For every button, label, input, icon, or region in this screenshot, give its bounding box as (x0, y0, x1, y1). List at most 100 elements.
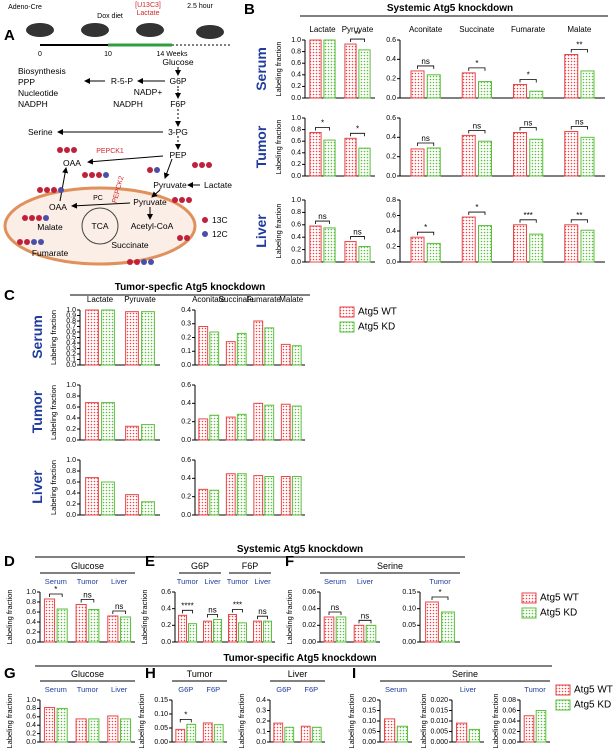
group-label: F6P (242, 561, 259, 571)
bar (175, 728, 186, 743)
bar (300, 725, 311, 743)
bar (101, 402, 115, 441)
significance-label: * (527, 70, 530, 79)
bar (188, 623, 197, 643)
bar (426, 147, 441, 177)
bar (213, 724, 224, 743)
legend-swatch (555, 699, 571, 711)
bar (513, 83, 527, 99)
significance-bracket (350, 132, 365, 137)
timeline-label: Dox diet (97, 13, 123, 20)
section-header: Tumor-specific Atg5 knockdown (223, 653, 376, 664)
bar (323, 39, 336, 99)
y-tick-label: 0.0 (66, 512, 76, 519)
y-axis-label: Labeling fraction (274, 119, 283, 174)
bar (125, 494, 139, 516)
panel-letter: G (4, 665, 16, 682)
arrow (71, 202, 131, 209)
bar (529, 138, 544, 177)
bar (202, 722, 213, 743)
significance-label: ** (354, 30, 360, 39)
y-tick-label: 1.0 (291, 197, 301, 204)
y-tick-label: 0.4 (181, 307, 191, 314)
y-tick-label: 0.2 (161, 622, 171, 629)
tca-cycle (81, 207, 119, 245)
carbon-dot (177, 235, 183, 241)
y-tick-label: 0.4 (291, 234, 301, 241)
bar (358, 246, 371, 263)
y-tick-label: 0.06 (502, 707, 516, 714)
significance-bracket (315, 127, 330, 131)
significance-label: ns (421, 134, 429, 143)
carbon-dot (17, 239, 23, 245)
legend-swatch (521, 592, 537, 604)
bar (264, 404, 275, 441)
bar (344, 43, 357, 99)
y-tick-label: 0.1 (66, 356, 76, 363)
row-label: Tumor (253, 125, 269, 168)
timeline-label: Lactate (137, 10, 160, 17)
y-tick-label: 0.00 (362, 739, 376, 746)
carbon-dot (37, 187, 43, 193)
bar (263, 620, 272, 643)
significance-label: ns (258, 607, 266, 616)
y-tick-label: 0.6 (181, 457, 191, 464)
bar (85, 309, 99, 366)
carbon-dot (186, 197, 192, 203)
y-tick-label: 0.8 (291, 209, 301, 216)
bar (396, 725, 409, 743)
y-axis-label: Labeling fraction (49, 310, 58, 365)
y-tick-label: 0.010 (430, 718, 448, 725)
y-tick-label: 1.0 (291, 37, 301, 44)
y-tick-label: 1.0 (66, 307, 76, 314)
y-tick-label: 0.00 (154, 739, 168, 746)
bar (125, 425, 139, 441)
category-label: Tumor (177, 577, 199, 586)
category-label: Liver (111, 577, 128, 586)
carbon-dot (134, 259, 140, 265)
timeline-label: Adeno-Cre (8, 4, 42, 11)
bar (125, 311, 139, 366)
y-axis-label: Labeling fraction (491, 693, 500, 748)
enzyme: PC (93, 195, 103, 202)
significance-bracket (417, 142, 435, 146)
significance-label: ns (473, 121, 481, 130)
bar (383, 718, 396, 743)
panel-letter: C (4, 287, 15, 304)
bar (309, 225, 322, 263)
significance-label: ** (576, 41, 582, 50)
significance-label: * (424, 223, 427, 232)
bar (253, 320, 264, 366)
y-tick-label: 0.10 (362, 718, 376, 725)
category-label: Fumarate (511, 25, 546, 34)
y-tick-label: 0.6 (291, 60, 301, 67)
legend-dot (202, 217, 208, 223)
bar (141, 501, 155, 516)
legend-label: Atg5 KD (574, 700, 611, 711)
y-tick-label: 0.4 (26, 619, 36, 626)
category-label: Liver (204, 577, 221, 586)
significance-label: ns (83, 591, 91, 600)
y-tick-label: 0.2 (181, 419, 191, 426)
y-tick-label: 0.05 (154, 725, 168, 732)
carbon-dot (82, 172, 88, 178)
y-tick-label: 0.8 (66, 318, 76, 325)
carbon-dot (31, 239, 37, 245)
y-tick-label: 0.005 (430, 728, 448, 735)
y-tick-label: 0.02 (302, 622, 316, 629)
bar (478, 81, 492, 99)
metabolite: Glucose (162, 57, 193, 67)
bar (107, 615, 119, 643)
category-label: Serum (324, 577, 346, 586)
significance-label: ns (331, 603, 339, 612)
metabolite: Serine (28, 127, 53, 137)
category-label: Tumor (227, 577, 249, 586)
bar (280, 403, 291, 441)
row-label: Liver (253, 214, 269, 248)
bar (513, 224, 527, 263)
y-axis-label: Labeling fraction (237, 693, 246, 748)
category-label: Serum (45, 685, 67, 694)
chart-title: Glucose (71, 669, 104, 679)
y-tick-label: 0.4 (181, 475, 191, 482)
y-tick-label: 0.00 (302, 639, 316, 646)
